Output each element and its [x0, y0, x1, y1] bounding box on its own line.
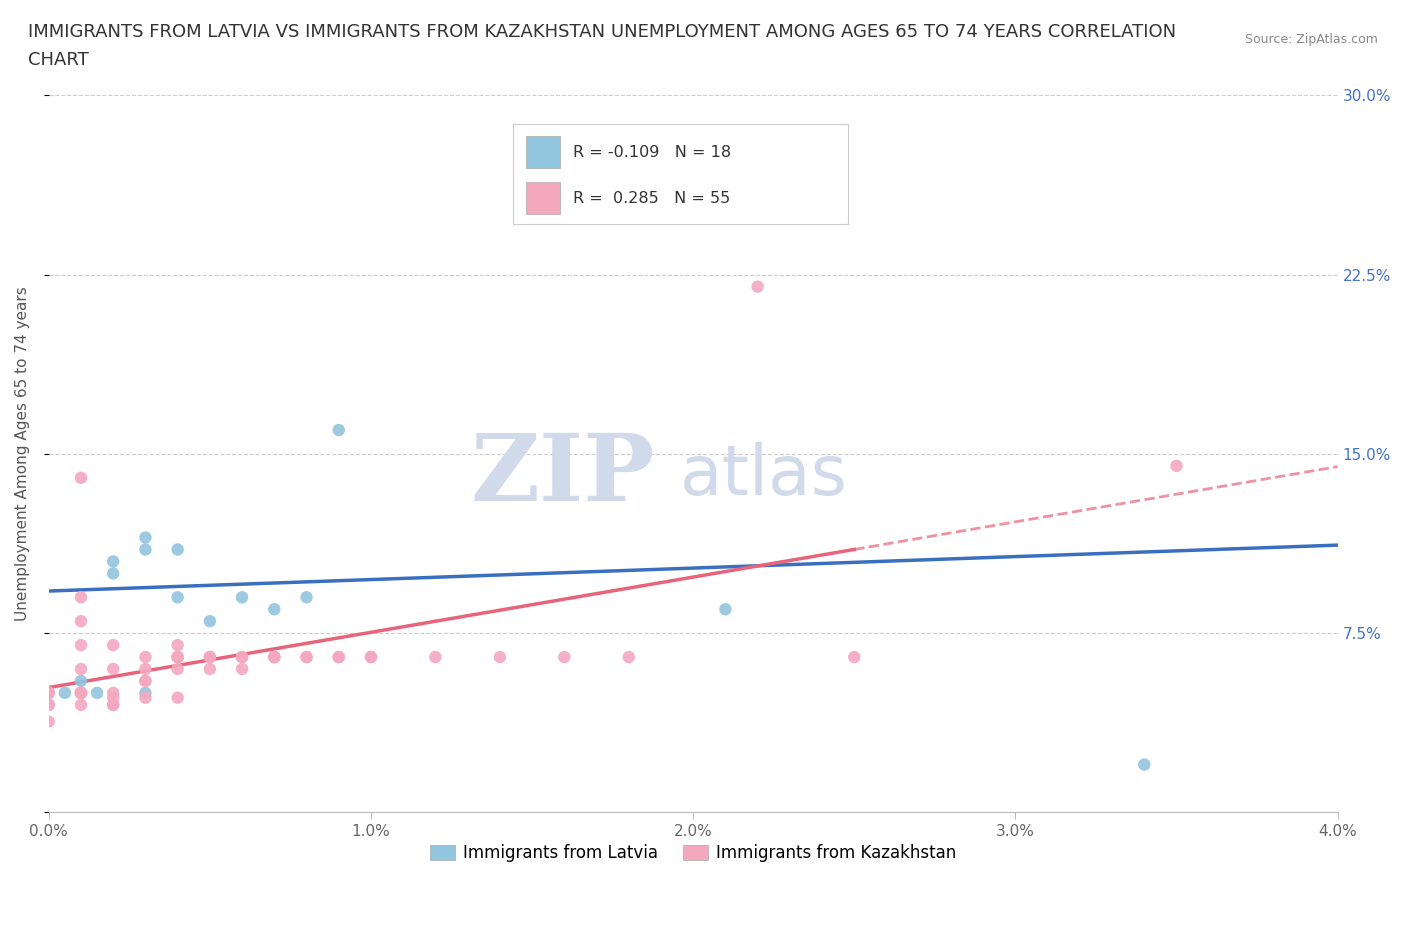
Text: atlas: atlas [681, 442, 848, 509]
Point [134, 673, 156, 688]
Point [263, 602, 285, 617]
Point [166, 690, 188, 705]
Point [295, 649, 318, 664]
Point [166, 649, 188, 664]
Point [166, 661, 188, 676]
Point [38, 698, 60, 712]
Point [553, 649, 575, 664]
Point [295, 590, 318, 604]
Point [425, 649, 447, 664]
Point [70, 638, 93, 653]
Point [166, 542, 188, 557]
Point [166, 638, 188, 653]
Point [38, 685, 60, 700]
Point [231, 649, 253, 664]
Point [231, 649, 253, 664]
Text: IMMIGRANTS FROM LATVIA VS IMMIGRANTS FROM KAZAKHSTAN UNEMPLOYMENT AMONG AGES 65 : IMMIGRANTS FROM LATVIA VS IMMIGRANTS FRO… [28, 23, 1177, 41]
Point [328, 649, 350, 664]
Point [134, 542, 156, 557]
Point [166, 649, 188, 664]
Point [585, 124, 607, 139]
Point [134, 530, 156, 545]
Point [263, 649, 285, 664]
Point [70, 471, 93, 485]
Point [38, 714, 60, 729]
Point [1166, 458, 1188, 473]
Point [714, 602, 737, 617]
Point [198, 614, 221, 629]
Point [70, 673, 93, 688]
Text: ZIP: ZIP [470, 431, 655, 521]
Point [328, 649, 350, 664]
Point [263, 649, 285, 664]
Point [134, 661, 156, 676]
Point [103, 685, 125, 700]
Point [198, 649, 221, 664]
Y-axis label: Unemployment Among Ages 65 to 74 years: Unemployment Among Ages 65 to 74 years [15, 286, 30, 621]
Point [617, 649, 640, 664]
Point [70, 685, 93, 700]
Point [38, 685, 60, 700]
Point [166, 590, 188, 604]
Point [86, 685, 108, 700]
Point [103, 698, 125, 712]
Point [70, 614, 93, 629]
Point [134, 673, 156, 688]
Point [103, 690, 125, 705]
Point [489, 649, 512, 664]
Point [231, 590, 253, 604]
Point [103, 661, 125, 676]
Point [38, 685, 60, 700]
Point [360, 649, 382, 664]
Point [70, 685, 93, 700]
Point [103, 566, 125, 581]
Point [1133, 757, 1156, 772]
Point [263, 649, 285, 664]
Point [747, 279, 769, 294]
Point [103, 698, 125, 712]
Point [166, 649, 188, 664]
Text: CHART: CHART [28, 51, 89, 69]
Point [231, 661, 253, 676]
Point [70, 685, 93, 700]
Point [360, 649, 382, 664]
Point [70, 685, 93, 700]
Point [38, 698, 60, 712]
Point [295, 649, 318, 664]
Legend: Immigrants from Latvia, Immigrants from Kazakhstan: Immigrants from Latvia, Immigrants from … [423, 837, 963, 869]
Point [134, 649, 156, 664]
Point [134, 685, 156, 700]
Point [103, 554, 125, 569]
Point [70, 661, 93, 676]
Point [103, 638, 125, 653]
Point [70, 590, 93, 604]
Point [70, 698, 93, 712]
Text: Source: ZipAtlas.com: Source: ZipAtlas.com [1244, 33, 1378, 46]
Point [198, 661, 221, 676]
Point [198, 649, 221, 664]
Point [844, 649, 866, 664]
Point [53, 685, 76, 700]
Point [328, 422, 350, 437]
Point [134, 690, 156, 705]
